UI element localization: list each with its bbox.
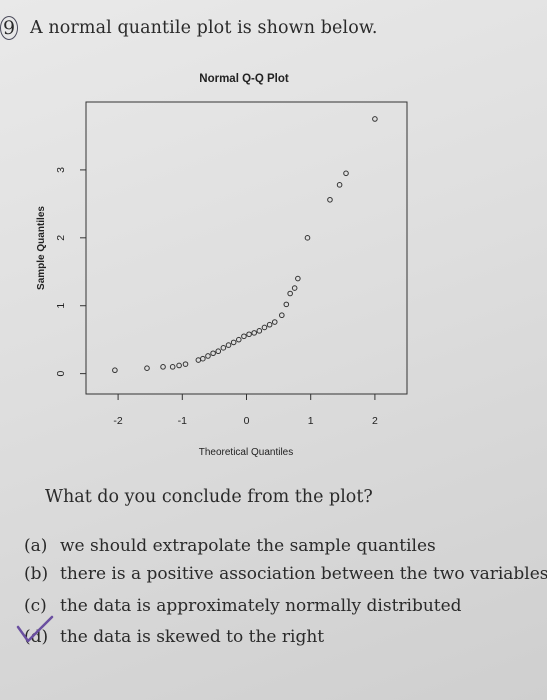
question-text: A normal quantile plot is shown below. [30, 18, 378, 38]
data-point [195, 357, 202, 363]
data-point [205, 353, 211, 359]
x-axis-label: Theoretical Quantiles [199, 447, 294, 458]
option-b-label: (b) [24, 564, 49, 584]
data-point [251, 330, 258, 336]
data-point [327, 196, 333, 203]
data-point [304, 235, 311, 241]
data-point [112, 367, 118, 374]
qq-plot: Normal Q-Q Plot -2 -1 0 1 2 0 1 2 3 Theoretical… [36, 73, 408, 458]
data-point [291, 285, 298, 291]
y-tick-label: 1 [55, 303, 67, 309]
data-point [200, 355, 206, 362]
y-axis-label: Sample Quantiles [36, 206, 47, 290]
x-tick-label: -2 [113, 415, 122, 427]
data-point [215, 348, 222, 355]
x-axis: -2 -1 0 1 2 [113, 394, 378, 427]
data-point [343, 170, 349, 177]
option-d-text: the data is skewed to the right [60, 627, 325, 647]
data-point [225, 342, 232, 348]
data-point [256, 328, 263, 334]
data-point [169, 364, 176, 370]
data-point [271, 319, 278, 325]
question-number: 9 [0, 16, 19, 40]
y-axis: 0 1 2 3 [55, 167, 86, 377]
data-point [241, 333, 247, 340]
option-c-text: the data is approximately normally distr… [60, 596, 462, 616]
option-c-label: (c) [24, 596, 47, 616]
data-point [266, 321, 273, 328]
data-point [279, 312, 285, 319]
data-point [235, 336, 242, 343]
option-b-text: there is a positive association between … [60, 564, 547, 584]
option-d-label: (d) [24, 627, 49, 647]
data-point [160, 364, 166, 370]
data-points [112, 116, 378, 374]
option-c: (c) the data is approximately normally di… [24, 596, 462, 616]
data-point [336, 182, 343, 188]
option-a: (a) we should extrapolate the sample quan… [24, 536, 436, 556]
conclusion-question: What do you conclude from the plot? [45, 487, 373, 507]
data-point [176, 362, 182, 369]
x-tick-label: 0 [244, 415, 250, 427]
option-a-label: (a) [24, 536, 48, 556]
data-point [261, 324, 268, 331]
y-tick-label: 0 [55, 371, 67, 377]
plot-frame [85, 101, 408, 395]
chart-title: Normal Q-Q Plot [199, 73, 289, 85]
data-point [144, 365, 150, 371]
answer-checkmark-icon [16, 615, 54, 643]
x-tick-label: 2 [372, 415, 378, 427]
data-point [246, 331, 252, 338]
data-point [287, 290, 293, 297]
data-point [283, 301, 290, 308]
option-b: (b) there is a positive association betwe… [24, 564, 547, 584]
y-tick-label: 2 [55, 235, 67, 241]
option-a-text: we should extrapolate the sample quantil… [60, 536, 436, 556]
data-point [295, 275, 301, 282]
y-tick-label: 3 [55, 167, 67, 173]
data-point [230, 339, 237, 346]
option-d: (d) the data is skewed to the right [24, 627, 324, 647]
data-point [220, 345, 227, 351]
data-point [210, 350, 216, 357]
data-point [182, 361, 189, 367]
x-tick-label: 1 [308, 415, 314, 427]
data-point [372, 116, 378, 122]
x-tick-label: -1 [178, 415, 187, 427]
